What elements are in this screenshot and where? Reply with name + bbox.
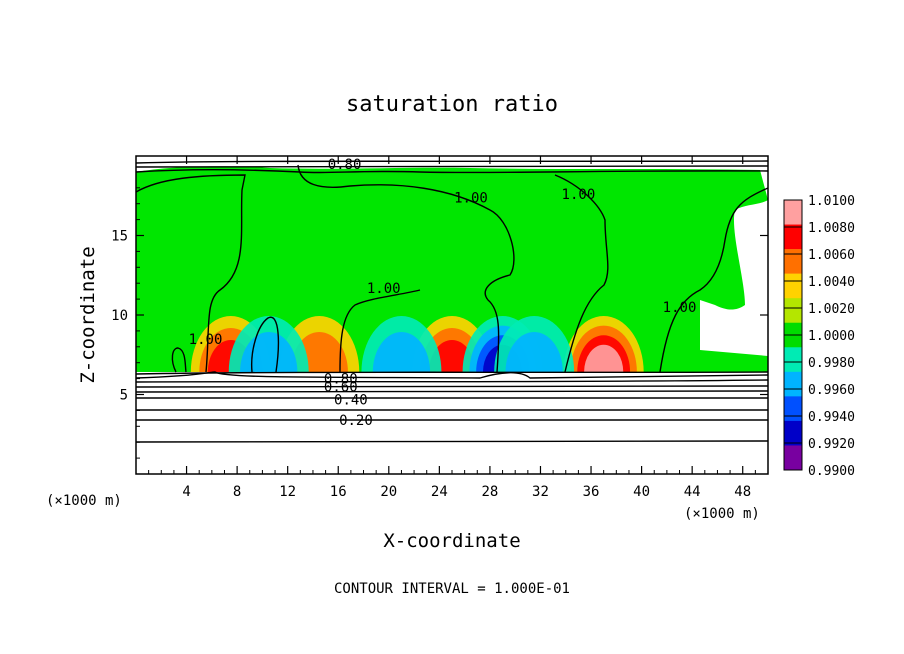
contour-line: [136, 440, 768, 443]
contour-label: 0.80: [328, 157, 362, 173]
contour-interval-note: CONTOUR INTERVAL = 1.000E-01: [334, 581, 570, 597]
contour-label: 0.40: [334, 392, 368, 408]
colorbar-tick-label: 1.0060: [808, 248, 855, 263]
contour-label: 1.00: [663, 300, 697, 316]
contour-label: 0.80: [324, 372, 358, 388]
x-tick-label: 32: [532, 484, 549, 500]
contour-line: [136, 174, 246, 373]
colorbar-swatch: [784, 396, 802, 422]
contour-line: [339, 289, 421, 373]
colorbar-swatch: [784, 249, 802, 274]
contour-line: [251, 316, 280, 373]
contour-labels: 0.801.00 1.001.001.001.000.800.600.400.20: [189, 157, 697, 429]
contour-line: [136, 371, 768, 379]
y-axis-label: Z-coordinate: [77, 246, 99, 383]
colorbar-swatch: [784, 371, 802, 397]
x-tick-label: 44: [684, 484, 701, 500]
chart-title: saturation ratio: [346, 92, 558, 117]
contour-label: 0.60: [324, 380, 358, 396]
colorbar-tick-label: 1.0000: [808, 329, 855, 344]
x-tick-label: 48: [734, 484, 751, 500]
colorbar-tick-label: 0.9960: [808, 383, 855, 398]
contour-line: [136, 397, 768, 399]
x-axis-label: X-coordinate: [383, 530, 520, 552]
x-tick-label: 16: [330, 484, 347, 500]
contour-line: [171, 347, 187, 373]
colorbar-tick-label: 0.9900: [808, 464, 855, 479]
contour-line: [136, 169, 768, 174]
contour-line: [136, 165, 768, 168]
contour-line: [554, 174, 609, 373]
colorbar-tick-label: 1.0040: [808, 275, 855, 290]
colorbar-swatch: [784, 420, 802, 446]
x-tick-label: 28: [481, 484, 498, 500]
contour-line: [297, 164, 515, 373]
x-axis-ticks: 4 8 12 16 20 24 28 32 36 40 44 48: [148, 156, 756, 500]
x-tick-label: 8: [233, 484, 241, 500]
y-tick-label: 10: [111, 308, 128, 324]
contour-label: 1.00: [454, 190, 488, 206]
colorbar-tick-label: 0.9920: [808, 437, 855, 452]
y-axis-ticks: 5 10 15: [111, 171, 768, 459]
colorbar-swatch: [784, 298, 802, 324]
colorbar-swatch: [784, 347, 802, 373]
x-tick-label: 24: [431, 484, 448, 500]
contour-line: [136, 385, 768, 388]
colorbar-swatch: [784, 224, 802, 250]
contour-label: 0.20: [339, 413, 373, 429]
contour-label: 1.00: [367, 281, 401, 297]
contour-label: 1.00: [189, 332, 223, 348]
colorbar-tick-label: 1.0020: [808, 302, 855, 317]
contour-line: [136, 409, 768, 411]
contour-line: [136, 390, 768, 393]
x-units-label: (×1000 m): [684, 506, 760, 522]
colorbar-swatch: [784, 200, 802, 225]
x-tick-label: 20: [380, 484, 397, 500]
contour-line: [136, 379, 768, 383]
colorbar-tick-label: 0.9940: [808, 410, 855, 425]
colorbar-tick-label: 1.0100: [808, 194, 855, 209]
y-tick-label: 15: [111, 229, 128, 245]
contour-line: [659, 187, 768, 373]
colorbar-tick-label: 0.9980: [808, 356, 855, 371]
contour-lines: [136, 160, 768, 443]
x-tick-label: 4: [182, 484, 190, 500]
colorbar: 1.0100 1.0080 1.0060 1.0040 1.0020 1.0000 0.99…: [783, 194, 855, 479]
colorbar-swatch: [784, 445, 802, 471]
contour-label: 1.00: [562, 187, 596, 203]
y-units-label: (×1000 m): [46, 493, 122, 509]
x-tick-label: 40: [633, 484, 650, 500]
x-tick-label: 36: [583, 484, 600, 500]
x-tick-label: 12: [279, 484, 296, 500]
plot-area: 0.801.00 1.001.001.001.000.800.600.400.20: [136, 156, 768, 474]
y-tick-label: 5: [120, 388, 128, 404]
colorbar-swatch: [784, 273, 802, 299]
colorbar-tick-label: 1.0080: [808, 221, 855, 236]
